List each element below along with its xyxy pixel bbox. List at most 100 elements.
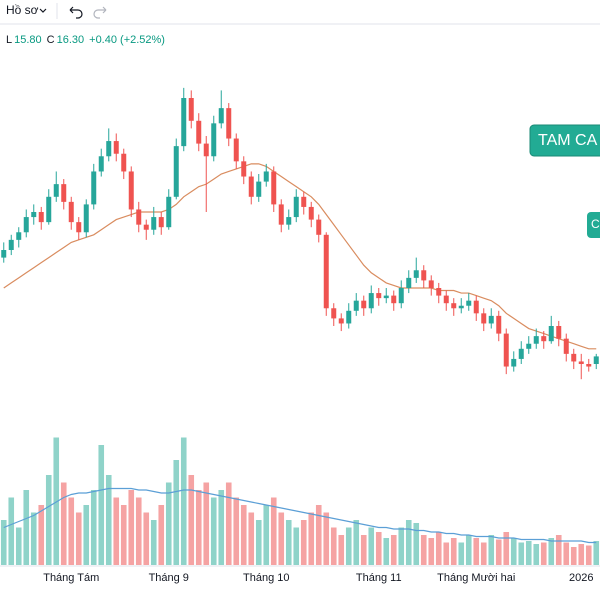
candle-body [151, 217, 157, 230]
candle-body [98, 156, 104, 172]
volume-bar [585, 545, 592, 565]
plot-area [0, 87, 600, 565]
candle-body [23, 217, 29, 233]
candle-body [413, 270, 419, 278]
candle-body [391, 295, 397, 304]
volume-bar [158, 505, 165, 565]
candle-body [91, 171, 97, 205]
volume-bar [60, 482, 67, 565]
volume-bar [308, 512, 315, 565]
volume-bar [165, 482, 172, 565]
candle-body [46, 196, 52, 223]
candle-body [68, 201, 74, 223]
candle-body [106, 141, 112, 157]
badge-box[interactable] [587, 212, 600, 238]
volume-bar [188, 475, 195, 565]
legend-label: L [6, 34, 12, 46]
candle-body [443, 295, 449, 304]
candle-body [211, 123, 217, 157]
dropdown-chevron[interactable] [39, 8, 47, 13]
candle-body [571, 353, 577, 362]
volume-bar [578, 544, 585, 565]
volume-bar [68, 497, 75, 565]
volume-bar [15, 527, 22, 565]
candle-body [143, 224, 149, 230]
volume-bar [540, 542, 547, 565]
volume-bar [0, 520, 7, 565]
x-tick-label: Tháng 11 [356, 572, 402, 584]
candle-body [563, 338, 569, 354]
volume-bar [330, 527, 337, 565]
volume-bar [390, 535, 397, 565]
volume-bar [473, 538, 480, 565]
candle-body [473, 300, 479, 314]
candle-body [586, 364, 592, 367]
candle-body [346, 310, 352, 324]
volume-bar [458, 542, 465, 565]
volume-bar [555, 535, 562, 565]
legend-label: C [47, 34, 55, 46]
profile-menu[interactable]: Hồ sơ [6, 3, 39, 17]
badge-text[interactable]: C [591, 217, 600, 231]
candle-body [1, 250, 7, 258]
candle-body [308, 206, 314, 220]
volume-bar [173, 460, 180, 565]
candle-body [271, 171, 277, 205]
candle-body [436, 288, 442, 296]
volume-bar [278, 512, 285, 565]
candle-body [181, 98, 187, 147]
candle-body [421, 270, 427, 281]
volume-bar [495, 539, 502, 565]
candle-body [83, 204, 89, 233]
volume-bar [293, 527, 300, 565]
candle-body [226, 108, 232, 139]
candle-body [376, 293, 382, 299]
candle-body [38, 212, 44, 223]
candle-body [136, 209, 142, 225]
candle-body [196, 120, 202, 144]
volume-bar [368, 527, 375, 565]
legend-value: +0.40 (+2.52%) [89, 34, 165, 46]
volume-bar [83, 505, 90, 565]
candle-body [353, 300, 359, 311]
candle-body [188, 98, 194, 121]
volume-bar [443, 542, 450, 565]
candle-body [278, 204, 284, 225]
volume-bar [128, 490, 135, 565]
candle-body [466, 300, 472, 306]
volume-bar [300, 520, 307, 565]
volume-bar [248, 512, 255, 565]
candle-body [233, 138, 239, 162]
volume-bar [405, 520, 412, 565]
volume-bar [413, 523, 420, 565]
badge-tam-ca[interactable]: TAM CA [529, 124, 600, 157]
volume-bar [345, 527, 352, 565]
volume-bar [45, 475, 52, 565]
volume-bar [38, 505, 45, 565]
volume-bar [593, 541, 600, 565]
candle-body [128, 171, 134, 210]
volume-bar [465, 535, 472, 565]
volume-bar [135, 497, 142, 565]
candle-body [31, 212, 37, 218]
volume-bar [353, 520, 360, 565]
candle-body [203, 143, 209, 157]
candle-body [533, 336, 539, 344]
redo-button[interactable] [93, 6, 107, 19]
candle-body [511, 358, 517, 367]
candle-body [518, 348, 524, 359]
badge-box[interactable] [529, 124, 600, 157]
volume-bar [270, 497, 277, 565]
badge-text[interactable]: TAM CA [538, 132, 598, 149]
volume-bar [225, 482, 232, 565]
candle-body [526, 343, 532, 349]
volume-bar [113, 497, 120, 565]
candle-body [241, 161, 247, 177]
candle-body [406, 277, 412, 288]
volume-bar [53, 437, 60, 565]
undo-button[interactable] [69, 6, 83, 19]
badge-c[interactable]: C [587, 212, 600, 238]
candle-body [481, 313, 487, 324]
